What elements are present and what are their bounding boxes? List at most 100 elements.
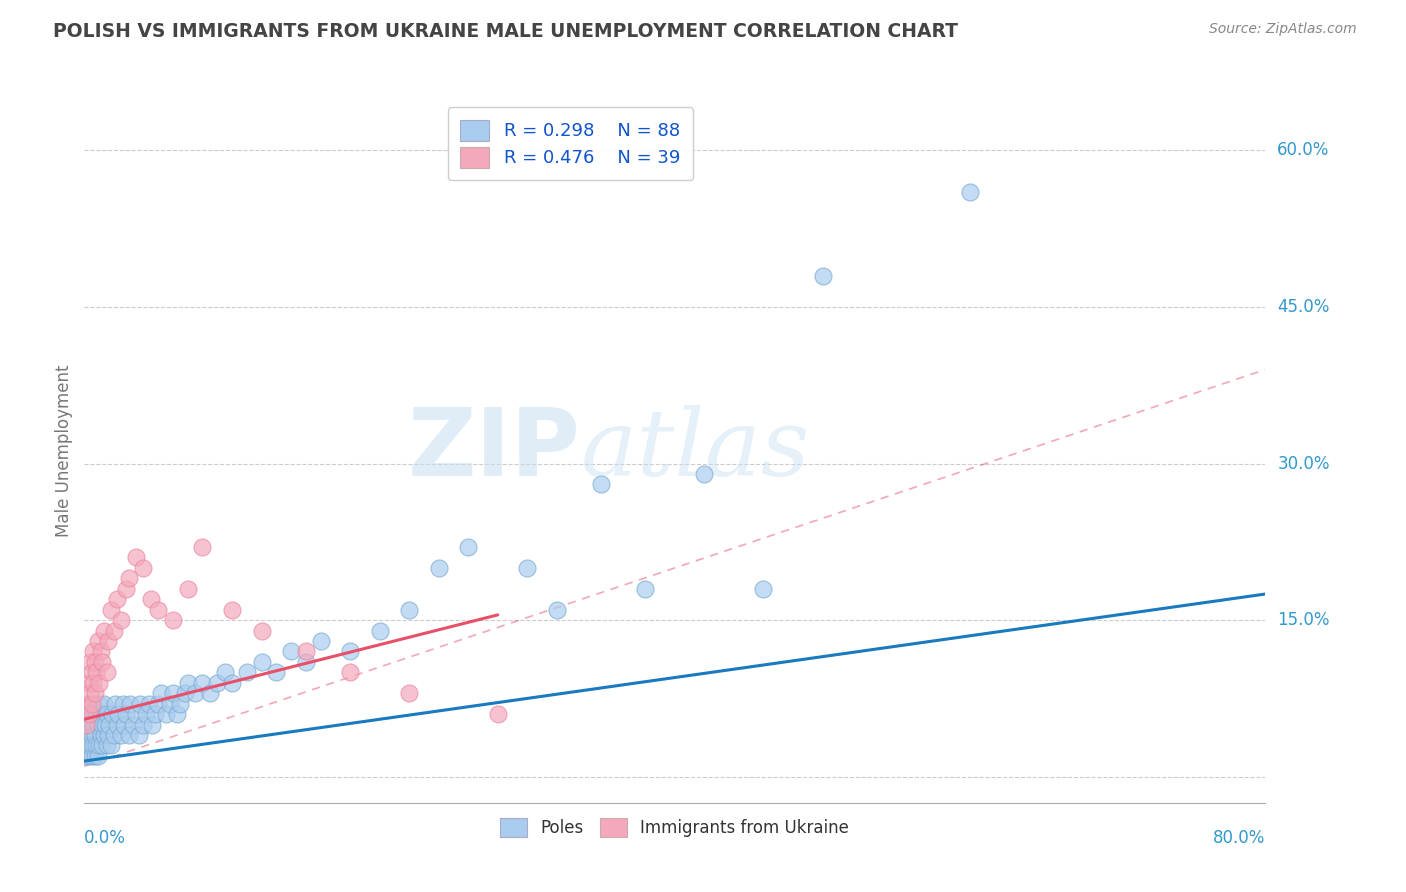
Point	[118, 728, 141, 742]
Point	[83, 686, 105, 700]
Point	[693, 467, 716, 481]
Point	[104, 697, 127, 711]
Point	[79, 739, 101, 753]
Point	[114, 707, 136, 722]
Point	[184, 686, 207, 700]
Text: 30.0%: 30.0%	[1277, 455, 1330, 473]
Point	[105, 592, 128, 607]
Point	[128, 728, 150, 742]
Point	[162, 613, 184, 627]
Point	[129, 697, 152, 711]
Point	[101, 707, 124, 722]
Point	[87, 697, 111, 711]
Point	[98, 717, 121, 731]
Point	[132, 717, 155, 731]
Point	[90, 707, 112, 722]
Point	[82, 739, 104, 753]
Point	[77, 748, 100, 763]
Point	[97, 728, 120, 742]
Point	[77, 728, 100, 742]
Point	[105, 717, 128, 731]
Point	[143, 707, 166, 722]
Point	[83, 655, 105, 669]
Point	[76, 739, 98, 753]
Point	[150, 686, 173, 700]
Point	[86, 634, 108, 648]
Point	[516, 561, 538, 575]
Point	[120, 697, 142, 711]
Point	[93, 624, 115, 638]
Point	[90, 728, 112, 742]
Point	[173, 686, 195, 700]
Point	[159, 697, 181, 711]
Point	[91, 717, 114, 731]
Point	[368, 624, 391, 638]
Point	[75, 748, 97, 763]
Point	[80, 707, 103, 722]
Text: 15.0%: 15.0%	[1277, 611, 1330, 629]
Text: ZIP: ZIP	[408, 404, 581, 497]
Point	[91, 739, 114, 753]
Point	[97, 634, 120, 648]
Point	[87, 739, 111, 753]
Point	[811, 268, 834, 283]
Point	[80, 748, 103, 763]
Point	[79, 655, 101, 669]
Point	[93, 697, 115, 711]
Point	[339, 644, 361, 658]
Point	[76, 707, 98, 722]
Point	[191, 540, 214, 554]
Point	[236, 665, 259, 680]
Point	[135, 707, 157, 722]
Point	[250, 655, 273, 669]
Point	[103, 624, 125, 638]
Point	[79, 717, 101, 731]
Point	[87, 675, 111, 690]
Point	[221, 602, 243, 616]
Point	[280, 644, 302, 658]
Text: 45.0%: 45.0%	[1277, 298, 1330, 316]
Text: POLISH VS IMMIGRANTS FROM UKRAINE MALE UNEMPLOYMENT CORRELATION CHART: POLISH VS IMMIGRANTS FROM UKRAINE MALE U…	[53, 22, 959, 41]
Point	[191, 675, 214, 690]
Point	[86, 748, 108, 763]
Point	[207, 675, 229, 690]
Point	[546, 602, 568, 616]
Point	[100, 739, 122, 753]
Point	[295, 655, 318, 669]
Point	[82, 675, 104, 690]
Point	[82, 644, 104, 658]
Point	[79, 686, 101, 700]
Point	[125, 707, 148, 722]
Point	[77, 697, 100, 711]
Point	[77, 707, 100, 722]
Point	[162, 686, 184, 700]
Point	[221, 675, 243, 690]
Point	[398, 602, 420, 616]
Point	[339, 665, 361, 680]
Point	[80, 728, 103, 742]
Point	[75, 717, 97, 731]
Point	[96, 665, 118, 680]
Y-axis label: Male Unemployment: Male Unemployment	[55, 364, 73, 537]
Point	[148, 697, 170, 711]
Point	[177, 675, 200, 690]
Text: 60.0%: 60.0%	[1277, 141, 1330, 160]
Point	[141, 717, 163, 731]
Point	[486, 707, 509, 722]
Point	[266, 665, 288, 680]
Point	[427, 561, 450, 575]
Point	[166, 707, 188, 722]
Point	[752, 582, 775, 596]
Point	[125, 550, 148, 565]
Point	[83, 748, 105, 763]
Point	[214, 665, 236, 680]
Point	[155, 707, 177, 722]
Point	[96, 707, 118, 722]
Point	[112, 717, 135, 731]
Point	[96, 739, 118, 753]
Point	[295, 644, 318, 658]
Point	[148, 602, 170, 616]
Point	[114, 582, 136, 596]
Point	[110, 728, 132, 742]
Point	[84, 665, 107, 680]
